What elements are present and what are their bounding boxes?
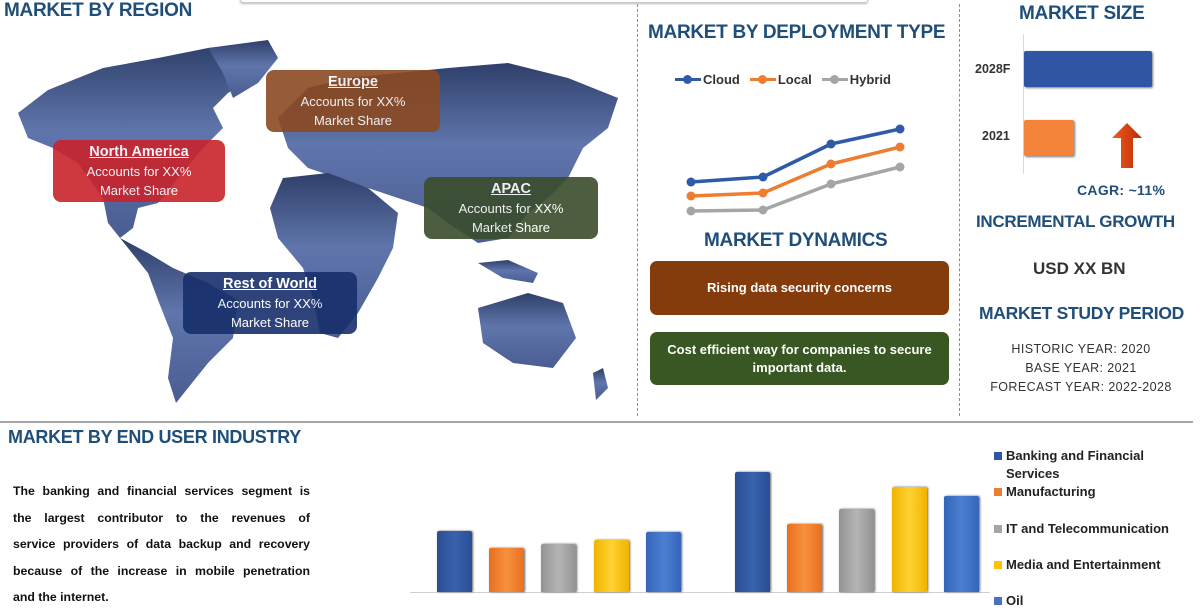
end-user-legend: Banking and Financial Services Manufactu… [994,447,1194,610]
legend-hybrid: Hybrid [821,72,891,87]
market-size-title: MARKET SIZE [1019,3,1145,24]
region-share-line: Market Share [471,220,551,235]
dynamics-title: MARKET DYNAMICS [704,230,888,251]
banking-swatch-icon [994,452,1002,460]
description-line: The banking and financial services segme… [13,484,310,498]
legend-label: Local [777,72,812,87]
bar-g2-it-telecom [839,509,874,592]
legend-label: Oil [1006,593,1024,608]
vertical-divider-1 [637,4,638,416]
description-line: and the internet. [13,590,109,604]
incremental-growth-title: INCREMENTAL GROWTH [976,212,1175,231]
legend-cloud: Cloud [675,72,740,87]
region-box-north-america: North America Accounts for XX% Market Sh… [53,140,225,202]
market-size-label-2021: 2021 [982,129,1010,143]
end-user-title: MARKET BY END USER INDUSTRY [8,427,301,447]
bar-g2-banking [735,472,770,592]
local-line-marker-icon [749,75,776,84]
cagr-value: CAGR: ~11% [1077,182,1166,198]
hybrid-line-marker-icon [821,75,848,84]
media-swatch-icon [994,561,1002,569]
dynamics-driver-2: Cost efficient way for companies to secu… [650,332,949,385]
bar-g1-oil [646,532,681,592]
market-size-axis [1023,34,1024,174]
legend-label: Hybrid [849,72,891,87]
region-name: APAC [490,181,531,197]
legend-label: IT and Telecommunication [1006,521,1170,536]
legend-label: Banking and Financial Services [1006,448,1144,481]
region-name: North America [89,144,189,160]
base-year: BASE YEAR: 2021 [1025,361,1137,375]
description-line: because of the increase in mobile penetr… [13,563,310,578]
manufacturing-swatch-icon [994,488,1002,496]
description-line: the largest contributor to the revenues … [13,510,310,525]
market-size-label-2028f: 2028F [975,62,1011,76]
legend-oil: Oil [994,592,1194,610]
region-share-line: Accounts for XX% [217,296,323,311]
legend-label: Cloud [703,72,740,87]
legend-it-telecom: IT and Telecommunication [994,520,1194,556]
chart-baseline [410,592,990,593]
dynamics-driver-1: Rising data security concerns [650,261,949,315]
region-name: Europe [328,74,378,90]
legend-local: Local [749,72,812,87]
bar-g1-media [594,540,629,592]
incremental-growth-value: USD XX BN [1033,259,1126,278]
legend-manufacturing: Manufacturing [994,483,1194,520]
bar-g1-it-telecom [541,544,576,592]
region-box-europe: Europe Accounts for XX% Market Share [266,70,440,132]
forecast-year: FORECAST YEAR: 2022-2028 [990,380,1172,394]
bar-g1-manufacturing [489,548,524,592]
study-period-title: MARKET STUDY PERIOD [979,303,1184,323]
region-box-apac: APAC Accounts for XX% Market Share [424,177,598,239]
top-frame-strip [240,0,868,3]
region-share-line: Market Share [313,113,393,128]
historic-year: HISTORIC YEAR: 2020 [1011,342,1151,356]
horizontal-divider [0,421,1193,423]
region-share-line: Accounts for XX% [458,201,564,216]
region-box-rest-of-world: Rest of World Accounts for XX% Market Sh… [183,272,357,334]
region-share-line: Market Share [230,315,310,330]
market-size-bar-2028f [1024,51,1152,87]
bar-g2-manufacturing [787,524,822,592]
legend-label: Media and Entertainment [1006,557,1161,572]
bar-g1-banking [437,531,472,592]
region-share-line: Accounts for XX% [300,94,406,109]
bar-g2-media [892,487,927,592]
vertical-divider-2 [959,4,960,416]
region-title: MARKET BY REGION [4,0,193,21]
market-size-bar-2021 [1024,120,1074,156]
region-share-line: Accounts for XX% [86,164,192,179]
bar-g2-oil [944,496,979,592]
it-telecom-swatch-icon [994,525,1002,533]
region-name: Rest of World [223,276,317,292]
study-period-details: HISTORIC YEAR: 2020 BASE YEAR: 2021 FORE… [976,340,1186,397]
description-line: service providers of data backup and rec… [13,537,310,551]
legend-label: Manufacturing [1006,484,1096,499]
cloud-line-marker-icon [675,75,701,84]
deployment-legend: Cloud Local Hybrid [675,72,901,87]
legend-media: Media and Entertainment [994,556,1194,592]
growth-up-arrow-icon [1112,123,1142,168]
end-user-description: The banking and financial services segme… [13,478,310,611]
legend-banking: Banking and Financial Services [994,447,1194,483]
end-user-bar-chart [410,440,990,600]
oil-swatch-icon [994,597,1002,605]
region-share-line: Market Share [99,183,179,198]
deployment-line-chart [686,124,905,216]
deployment-title: MARKET BY DEPLOYMENT TYPE [648,22,946,43]
